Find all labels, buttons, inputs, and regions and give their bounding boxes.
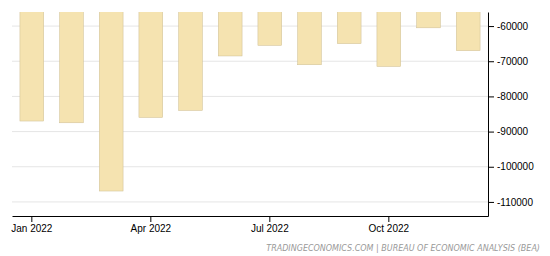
x-tick-label: Jan 2022	[11, 223, 53, 234]
x-tick-label: Apr 2022	[131, 223, 172, 234]
bar	[20, 12, 44, 121]
y-tick-label: -80000	[497, 91, 529, 102]
x-tick: Jul 2022	[251, 216, 289, 234]
y-tick-label: -110000	[497, 197, 533, 208]
y-tick-mark	[488, 132, 494, 133]
grid-line	[12, 201, 488, 202]
y-tick: -70000	[488, 56, 529, 67]
bar	[417, 12, 441, 28]
y-tick: -90000	[488, 126, 529, 137]
y-tick: -60000	[488, 21, 529, 32]
bar	[377, 12, 401, 67]
x-axis: Jan 2022 Apr 2022 Jul 2022 Oct 2022	[11, 216, 488, 234]
y-tick-mark	[488, 61, 494, 62]
y-tick-mark	[488, 96, 494, 97]
y-tick: -100000	[488, 161, 534, 172]
bar	[139, 12, 163, 118]
grid-line	[12, 166, 488, 167]
x-tick-mark	[269, 216, 270, 222]
bars	[20, 12, 480, 191]
y-tick-mark	[488, 167, 494, 168]
bar	[337, 12, 361, 44]
y-tick-mark	[488, 202, 494, 203]
bar	[179, 12, 203, 110]
y-tick-label: -90000	[497, 126, 529, 137]
x-tick-mark	[31, 216, 32, 222]
y-tick-label: -60000	[497, 21, 529, 32]
x-tick: Oct 2022	[369, 216, 410, 234]
x-axis-line	[13, 216, 489, 217]
bar	[218, 12, 242, 56]
bar	[298, 12, 322, 65]
footer-text: TRADINGECONOMICS.COM | BUREAU OF ECONOMI…	[266, 244, 540, 253]
y-tick-mark	[488, 26, 494, 27]
plot: Jan 2022 Apr 2022 Jul 2022 Oct 2022 -60000 -7…	[11, 0, 534, 234]
y-tick-label: -70000	[497, 56, 529, 67]
x-tick-label: Jul 2022	[251, 223, 289, 234]
grid-line	[12, 131, 488, 132]
bar	[456, 12, 480, 51]
y-tick-label: -100000	[497, 161, 534, 172]
y-axis-line	[488, 13, 489, 217]
chart-container: Jan 2022 Apr 2022 Jul 2022 Oct 2022 -60000 -7…	[0, 0, 550, 256]
x-tick: Jan 2022	[11, 216, 53, 234]
x-tick-mark	[150, 216, 151, 222]
x-tick: Apr 2022	[131, 216, 172, 234]
bar	[60, 12, 84, 123]
x-tick-mark	[388, 216, 389, 222]
bar	[99, 12, 123, 191]
bar	[258, 12, 282, 45]
chart-svg: Jan 2022 Apr 2022 Jul 2022 Oct 2022 -60000 -7…	[0, 0, 550, 256]
y-axis: -60000 -70000 -80000 -90000 -100000 -110000	[488, 13, 534, 217]
x-tick-label: Oct 2022	[369, 223, 410, 234]
y-tick: -80000	[488, 91, 529, 102]
y-tick: -110000	[488, 197, 533, 208]
